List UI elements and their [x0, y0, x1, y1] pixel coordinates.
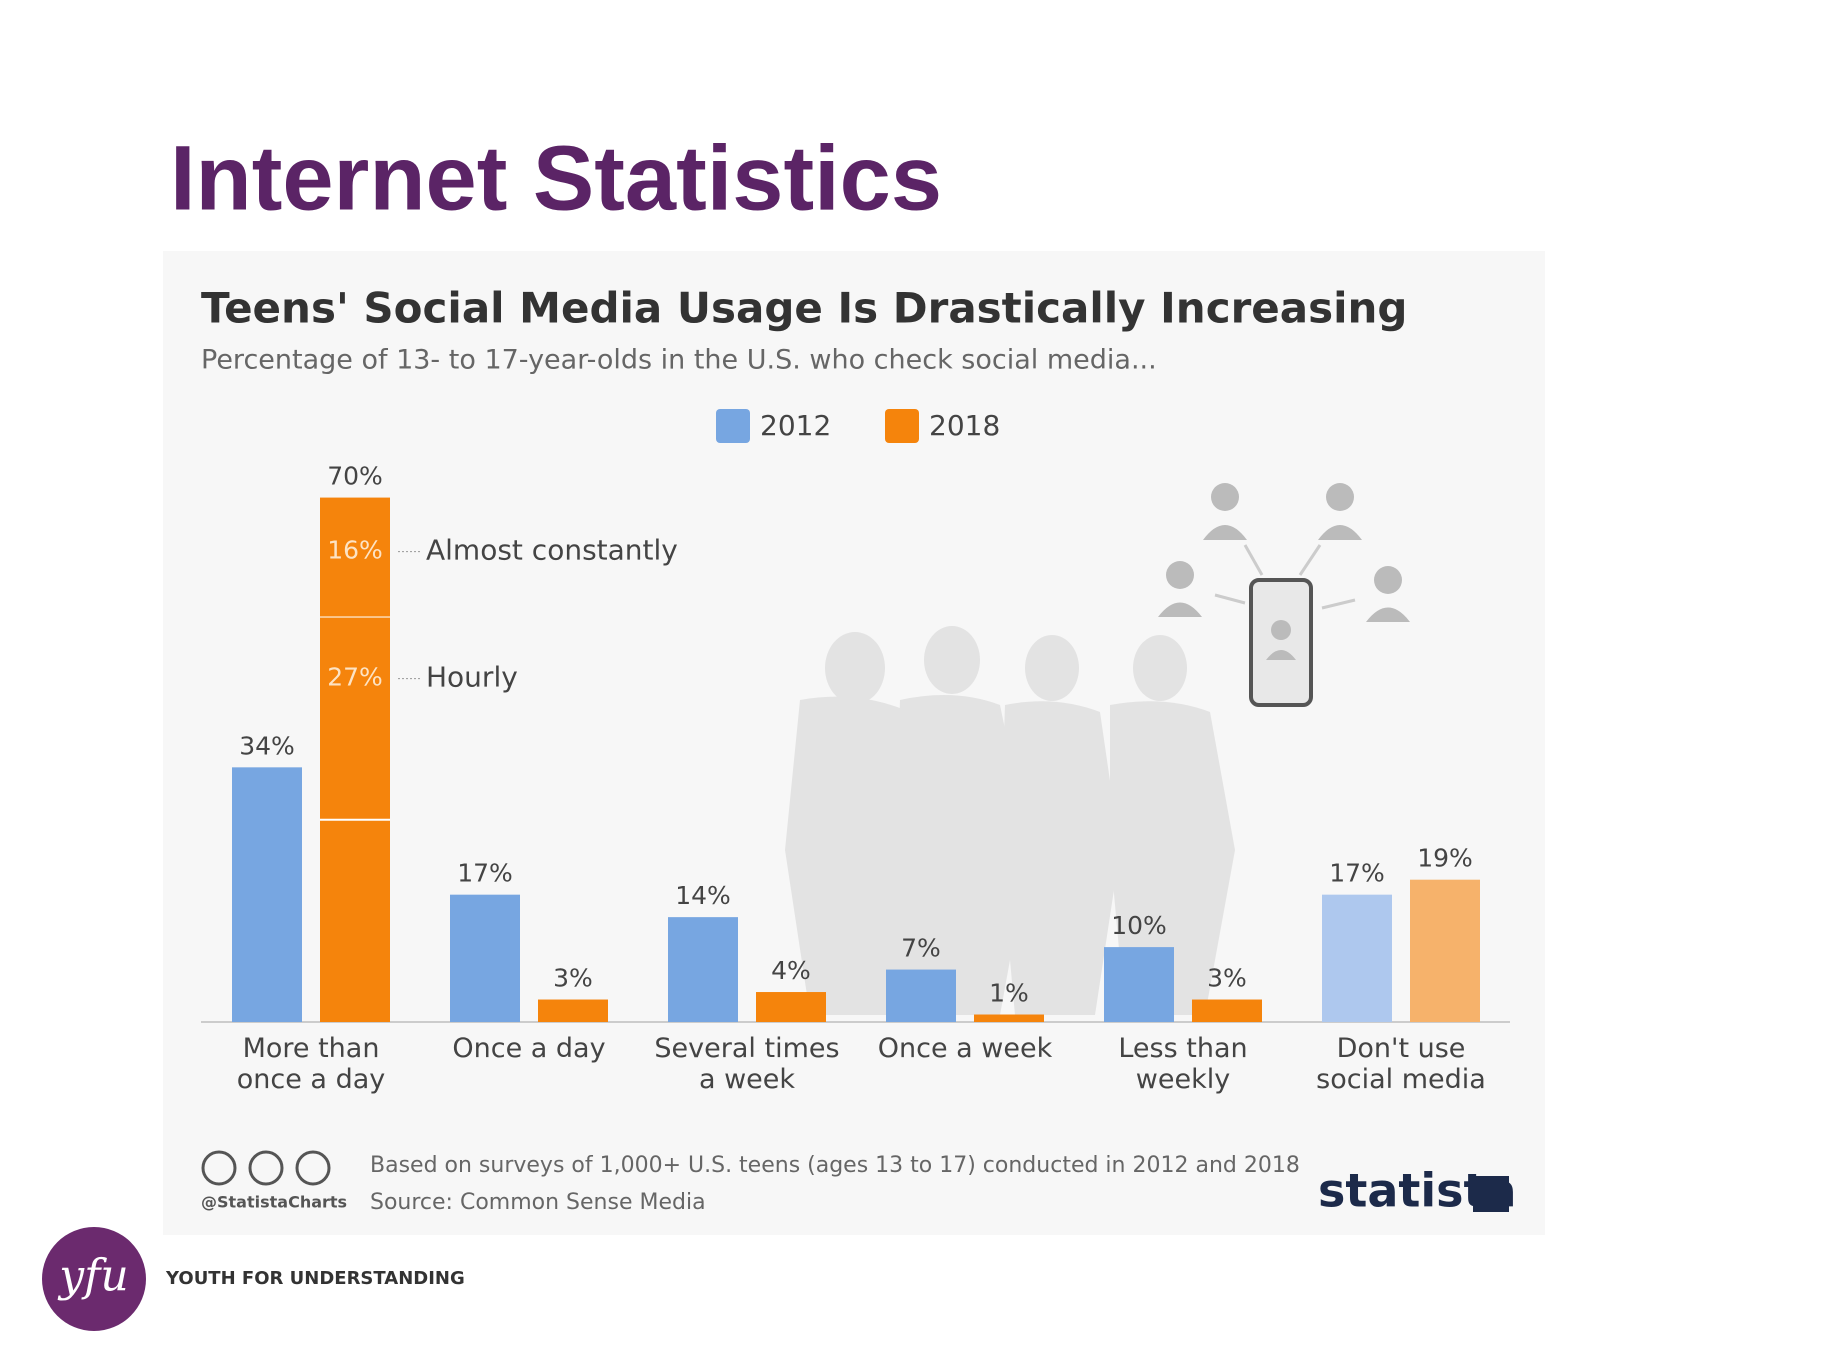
value-label: 3% — [1207, 964, 1247, 993]
value-label: 10% — [1111, 911, 1167, 940]
bar — [974, 1014, 1044, 1022]
x-tick-label: Less than weekly — [1118, 1033, 1248, 1095]
legend-swatch — [885, 409, 919, 443]
value-label: 3% — [553, 964, 593, 993]
bar — [232, 767, 302, 1022]
bar-segment — [320, 617, 390, 820]
bar — [1104, 947, 1174, 1022]
social-icon — [1158, 483, 1410, 707]
bar — [1192, 999, 1262, 1022]
value-label: 1% — [989, 979, 1029, 1008]
value-label: 4% — [771, 956, 811, 985]
source: Source: Common Sense Media — [370, 1190, 706, 1215]
chart-title: Teens' Social Media Usage Is Drastically… — [201, 284, 1408, 333]
illustration — [785, 626, 1235, 1015]
x-tick-label: Several times a week — [654, 1033, 840, 1095]
segment-name: Hourly — [426, 661, 518, 694]
bar — [538, 999, 608, 1022]
legend-label: 2012 — [760, 409, 831, 442]
bar — [886, 969, 956, 1022]
value-label: 17% — [1329, 859, 1385, 888]
bar — [756, 992, 826, 1022]
brand-mark — [1473, 1176, 1509, 1212]
cc-icons — [201, 1150, 331, 1186]
value-label: 14% — [675, 881, 731, 910]
bar — [450, 894, 520, 1022]
logo: yfu — [57, 1251, 128, 1302]
note: Based on surveys of 1,000+ U.S. teens (a… — [370, 1153, 1300, 1178]
segment-label: 27% — [327, 663, 383, 692]
x-tick-label: More than once a day — [236, 1033, 386, 1095]
value-label: 17% — [457, 859, 513, 888]
logo-circle — [42, 1227, 146, 1331]
segment-name: Almost constantly — [426, 534, 678, 567]
chart-subtitle: Percentage of 13- to 17-year-olds in the… — [201, 345, 1157, 376]
slide-title: Internet Statistics — [170, 127, 942, 229]
organization: YOUTH FOR UNDERSTANDING — [165, 1268, 465, 1289]
value-label: 34% — [239, 731, 295, 760]
value-label: 70% — [327, 462, 383, 491]
bar — [1322, 894, 1392, 1022]
bar-segment — [320, 497, 390, 618]
segment-label: 16% — [327, 536, 383, 565]
bar — [668, 917, 738, 1022]
bar — [1410, 879, 1480, 1022]
value-label: 7% — [901, 934, 941, 963]
value-label: 19% — [1417, 844, 1473, 873]
x-tick-label: Once a day — [452, 1033, 606, 1064]
legend-swatch — [716, 409, 750, 443]
x-tick-label: Once a week — [877, 1033, 1053, 1064]
credit: @StatistaCharts — [201, 1193, 347, 1212]
x-tick-label: Don't use social media — [1316, 1033, 1486, 1095]
legend-label: 2018 — [929, 409, 1000, 442]
